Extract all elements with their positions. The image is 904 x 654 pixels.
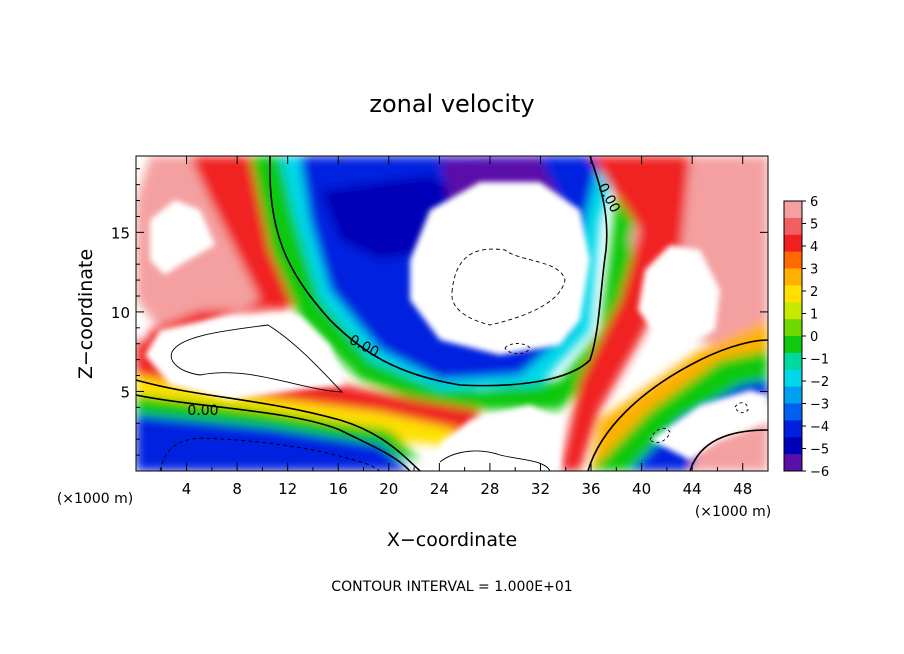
velocity-field [136,156,768,471]
colorbar-swatch [784,454,802,472]
colorbar-tick-label: 3 [810,263,818,278]
dashed-contour-lower-left [159,437,381,471]
colorbar-tick-label: −1 [810,353,829,368]
y-tick-label: 5 [120,383,130,401]
colorbar-tick-label: 0 [810,330,818,345]
region-lower-right-pink [690,420,768,471]
colorbar-swatch [784,336,802,354]
void-right [638,245,720,345]
zero-contour-right [587,339,768,471]
colorbar-swatch [784,251,802,269]
x-ticks: 4 8 12 16 20 24 28 32 36 40 44 48 [160,156,752,498]
zero-contour-main [269,156,608,387]
region-lower-right-green [590,350,768,471]
x-tick-label: 12 [278,480,297,498]
colorbar-swatch [784,234,802,253]
x-tick-label: 28 [480,480,499,498]
x-tick-label: 48 [733,480,752,498]
void-upper-left [150,200,215,275]
x-tick-label: 20 [379,480,398,498]
colorbar-swatch [784,217,802,236]
x-tick-label: 4 [182,480,192,498]
colorbar-swatch [784,201,802,219]
x-axis-label: X−coordinate [387,529,517,551]
colorbar-swatch [784,302,802,320]
colorbar-swatch [784,437,802,455]
x-tick-label: 24 [430,480,449,498]
void-lower-center [430,405,560,471]
colorbar-tick-label: −4 [810,420,829,435]
colorbar: 6 5 4 3 2 1 0 −1 −2 −3 −4 −5 −6 [783,195,829,480]
colorbar-tick-label: 6 [810,195,818,210]
region-lower-blue [136,415,410,471]
thin-contour-left [170,324,344,393]
x-tick-label: 16 [329,480,348,498]
colorbar-swatch [784,352,802,371]
colorbar-swatch [784,403,802,421]
y-tick-label: 15 [111,224,130,242]
dashed-contour-center [451,248,566,326]
chart-title: zonal velocity [369,90,534,118]
y-axis-label: Z−coordinate [75,249,97,379]
colorbar-swatch [784,420,802,438]
colorbar-tick-label: −5 [810,443,829,458]
void-center [410,182,590,355]
dashed-contour-lower-right [649,402,749,443]
zero-contour-right-2 [689,429,768,471]
x-tick-label: 32 [531,480,550,498]
plot-frame [135,155,769,472]
colorbar-tick-label: −6 [810,465,829,480]
x-tick-label: 8 [232,480,242,498]
colorbar-tick-label: 4 [810,240,818,255]
colorbar-tick-label: 1 [810,308,818,323]
x-unit-right: (×1000 m) [695,504,771,520]
y-tick-label: 10 [111,304,130,322]
y-ticks: 5 10 15 [111,168,768,456]
x-tick-label: 44 [683,480,702,498]
colorbar-swatch [784,369,802,388]
x-tick-label: 36 [581,480,600,498]
colorbar-tick-label: 5 [810,218,818,233]
zero-contour-lower-left-2 [136,379,421,471]
colorbar-swatch [784,386,802,404]
x-unit-left: (×1000 m) [57,491,133,507]
region-right-red [560,156,690,471]
zero-contour-lower-left [136,394,411,471]
colorbar-swatch [784,285,802,303]
colorbar-swatch [784,268,802,286]
colorbar-tick-label: 2 [810,285,818,300]
contour-interval-footer: CONTOUR INTERVAL = 1.000E+01 [331,579,572,595]
contour-label-3: 0.00 [187,403,218,419]
void-left-middle [145,315,345,400]
colorbar-tick-label: −2 [810,375,829,390]
colorbar-swatch [784,319,802,337]
void-lower-right [650,390,768,460]
x-tick-label: 40 [632,480,651,498]
colorbar-tick-label: −3 [810,398,829,413]
dashed-contour-small [504,343,531,355]
